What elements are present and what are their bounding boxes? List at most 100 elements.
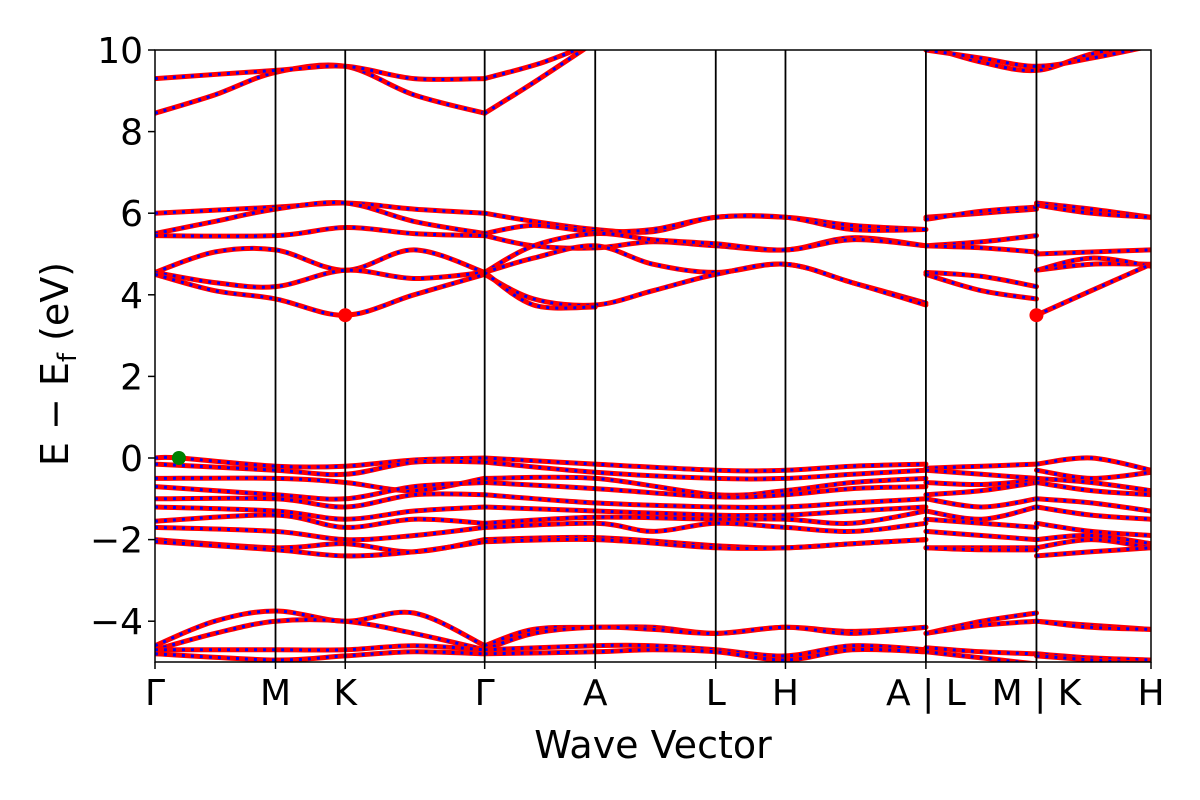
extrema-markers — [171, 308, 1044, 465]
band-line-dashed — [925, 478, 1037, 487]
band-line — [482, 50, 582, 82]
y-tick-label: 10 — [97, 31, 143, 72]
band-line-dashed — [925, 234, 1037, 248]
band-line-dashed — [155, 63, 486, 115]
kpoint-separators — [274, 50, 1038, 662]
band-line-dashed — [1036, 481, 1151, 497]
band-line-dashed — [1036, 248, 1151, 256]
band-line — [1034, 202, 1151, 220]
band-line — [482, 646, 929, 662]
band-line-dashed — [1036, 505, 1151, 521]
x-tick-label: M | K — [992, 673, 1083, 714]
band-line — [1034, 247, 1151, 257]
x-tick-label: H — [1137, 673, 1164, 714]
band-line — [155, 271, 488, 318]
band-line-dashed — [484, 475, 926, 497]
y-tick-label: 4 — [120, 276, 143, 317]
band-line — [1034, 455, 1151, 473]
band-10 — [155, 454, 1151, 474]
band-0 — [155, 50, 588, 116]
band-line-dashed — [1036, 546, 1151, 558]
band-line — [482, 269, 598, 311]
y-tick-label: 6 — [120, 194, 143, 235]
band-line — [482, 213, 929, 237]
y-tick-label: −4 — [90, 602, 143, 643]
band-line-dashed — [925, 205, 1037, 221]
x-tick-label: K — [333, 673, 358, 714]
cbm-marker — [338, 308, 353, 323]
x-axis-ticks: Γ M K Γ A L H A | L M | K H — [145, 662, 1165, 714]
band-line-dashed — [925, 244, 1037, 254]
band-line-dashed — [484, 625, 927, 652]
y-tick-label: −2 — [90, 521, 143, 562]
band-line — [155, 245, 488, 275]
band-line-dashed — [484, 460, 926, 481]
y-axis-label-subscript: f — [53, 352, 83, 362]
band-line-dashed — [484, 493, 926, 509]
band-line-dashed — [925, 481, 1037, 497]
band-line-dashed — [483, 232, 927, 274]
x-tick-label: Γ — [145, 673, 165, 714]
band-line-dashed — [484, 505, 926, 518]
band-line — [923, 204, 1039, 222]
band-lines — [155, 50, 1151, 662]
band-21 — [155, 617, 1151, 653]
band-line-dashed — [484, 509, 927, 526]
band-line — [1034, 545, 1151, 559]
band-line-dashed — [484, 481, 926, 499]
x-tick-label: L — [706, 673, 726, 714]
band-line-dashed — [484, 647, 926, 662]
band-line-dashed — [1036, 521, 1151, 537]
band-line — [155, 62, 488, 116]
band-line-dashed — [484, 262, 927, 307]
y-axis-label-main: E − E — [33, 362, 77, 466]
band-line — [155, 617, 488, 653]
band-line-dashed — [925, 611, 1037, 635]
band-line — [155, 267, 488, 290]
y-tick-label: 0 — [120, 439, 143, 480]
band-line-dashed — [1036, 256, 1151, 272]
band-line-dashed — [155, 268, 485, 289]
band-line-dashed — [484, 521, 927, 533]
band-line-dashed — [1036, 468, 1151, 480]
band-9 — [482, 269, 598, 311]
band-line-dashed — [925, 468, 1037, 480]
band-line-dashed — [925, 650, 1033, 662]
band-line-dashed — [925, 619, 1037, 635]
band-line-dashed — [1036, 533, 1151, 546]
band-line — [155, 200, 488, 237]
band-line-dashed — [925, 517, 1037, 529]
y-axis-label-unit: (eV) — [33, 262, 77, 353]
plot-frame — [154, 49, 1152, 663]
band-4 — [155, 200, 1151, 237]
band-1 — [155, 50, 582, 82]
band-8 — [155, 261, 1151, 318]
band-line — [482, 480, 929, 500]
band-line-dashed — [925, 497, 1037, 509]
band-line-dashed — [1036, 476, 1151, 493]
band-line-dashed — [925, 529, 1037, 542]
band-line-dashed — [1036, 456, 1151, 472]
y-tick-label: 8 — [120, 113, 143, 154]
band-line-dashed — [1036, 654, 1144, 662]
band-line-dashed — [925, 505, 1037, 521]
band-line-dashed — [925, 546, 1037, 552]
band-line-dashed — [925, 270, 1037, 289]
x-tick-label: Γ — [475, 673, 495, 714]
y-axis-ticks: −4 −2 0 2 4 6 8 10 — [90, 31, 155, 643]
band-line-dashed — [155, 246, 486, 274]
band-line-dashed — [925, 462, 1037, 470]
band-line-dashed — [925, 50, 1140, 68]
y-axis-label: E − Ef (eV) — [33, 262, 83, 466]
band-line-dashed — [484, 537, 926, 551]
vbm-marker — [171, 451, 186, 465]
band-line — [1034, 261, 1151, 318]
band-line-dashed — [925, 646, 1037, 656]
x-axis-label: Wave Vector — [534, 723, 772, 767]
x-tick-label: A — [583, 673, 608, 714]
band-line — [923, 50, 1144, 69]
band-line-dashed — [925, 272, 1037, 301]
band-line-dashed — [484, 456, 926, 473]
band-line-dashed — [1036, 497, 1151, 513]
